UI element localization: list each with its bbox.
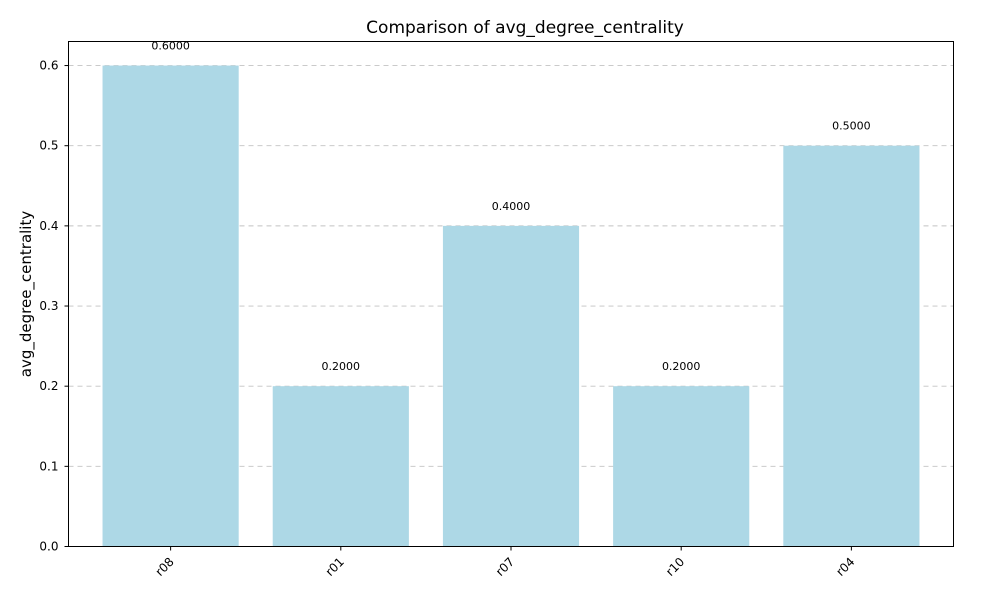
x-tick-label-r10: r10 — [663, 555, 687, 579]
x-tick-label-r04: r04 — [833, 555, 857, 579]
bar-r08 — [102, 65, 239, 547]
plot-area-frame — [68, 41, 954, 547]
y-tick-label: 0.2 — [39, 379, 58, 393]
y-tick-label: 0.4 — [39, 219, 58, 233]
y-tick-label: 0.5 — [39, 139, 58, 153]
data-label-r04: 0.5000 — [832, 120, 871, 133]
bars — [102, 65, 920, 547]
bar-r10 — [613, 386, 750, 547]
bar-r04 — [783, 145, 920, 547]
bar-r01 — [272, 386, 409, 547]
y-axis-label: avg_degree_centrality — [17, 211, 36, 378]
x-tick-label-r01: r01 — [323, 555, 347, 579]
data-label-r10: 0.2000 — [662, 360, 701, 373]
x-tick-label-r08: r08 — [153, 555, 177, 579]
y-tick-label: 0.1 — [39, 459, 58, 473]
bar-r07 — [442, 225, 580, 547]
y-axis-ticks: 0.0 0.1 0.2 0.3 0.4 0.5 0.6 — [39, 59, 69, 554]
data-label-r07: 0.4000 — [492, 200, 531, 213]
y-tick-label: 0.6 — [39, 59, 58, 73]
y-tick-label: 0.3 — [39, 299, 58, 313]
chart-title: Comparison of avg_degree_centrality — [366, 18, 684, 38]
data-label-r01: 0.2000 — [322, 360, 361, 373]
y-tick-label: 0.0 — [39, 540, 58, 554]
data-labels: 0.6000 0.2000 0.4000 0.2000 0.5000 — [151, 40, 870, 374]
x-axis-ticks: r08 r01 r07 r10 r04 — [153, 546, 858, 579]
data-label-r08: 0.6000 — [151, 40, 190, 53]
x-tick-label-r07: r07 — [493, 555, 517, 579]
